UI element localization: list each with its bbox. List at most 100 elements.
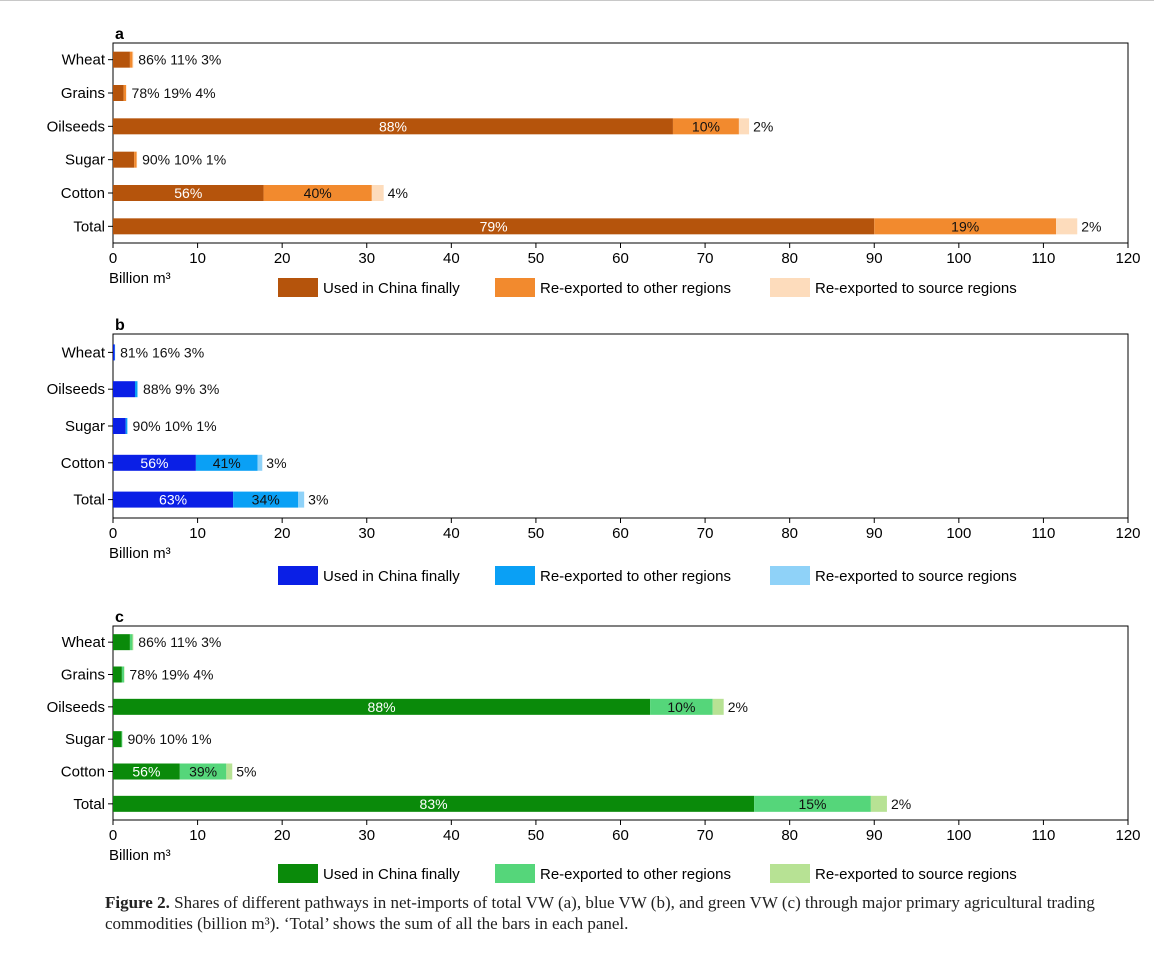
bar-segment [113,344,115,361]
bar-segment [113,85,124,101]
data-label: 2% [891,796,911,812]
bar-segment [113,795,755,812]
x-tick-label: 70 [697,250,714,267]
legend-swatch [278,566,318,585]
panel-c: c 0 10 20 30 40 50 60 70 80 90 100 110 120 Billion m³ W… [47,609,1141,883]
bar-segment [672,118,739,135]
data-label: 86% 11% 3% [138,634,221,650]
bar-segment [179,763,227,780]
bar-segment [113,51,130,68]
data-label: 40% [304,185,332,201]
data-label: 5% [236,764,256,780]
bar-segment [754,795,871,812]
category-label: Grains [61,85,105,102]
bar-segment [129,51,133,68]
category-label: Total [73,796,105,813]
data-label: 90% 10% 1% [127,731,211,747]
bar-segment [129,634,133,651]
legend-swatch [278,278,318,297]
bar-segment [113,218,875,235]
category-label: Cotton [61,185,105,202]
x-tick-label: 20 [274,250,291,267]
bar-segment [113,634,130,651]
legend-label: Used in China finally [323,280,460,297]
x-tick-label: 10 [189,525,206,542]
legend-swatch [770,278,810,297]
bar-segment [113,418,126,434]
data-label: 3% [266,455,286,471]
x-tick-label: 100 [946,525,971,542]
data-label: 34% [252,492,280,508]
bar-segment [371,185,384,201]
panel-letter: a [115,26,124,43]
bar-segment [874,218,1057,235]
data-label: 15% [798,796,826,812]
bar-segment [738,118,750,135]
x-axis-label: Billion m³ [109,847,171,864]
bar-segment [870,795,887,812]
x-tick-label: 90 [866,827,883,844]
bar-segment [650,698,713,715]
x-tick-label: 60 [612,827,629,844]
category-label: Sugar [65,152,105,169]
data-label: 83% [420,796,448,812]
legend-label: Re-exported to other regions [540,280,731,297]
category-label: Sugar [65,731,105,748]
legend-swatch [278,864,318,883]
x-tick-label: 70 [697,525,714,542]
x-tick-label: 60 [612,250,629,267]
x-tick-label: 50 [528,250,545,267]
legend-swatch [495,278,535,297]
x-axis-label: Billion m³ [109,545,171,562]
bar-segment [113,763,180,780]
x-tick-label: 70 [697,827,714,844]
x-tick-label: 80 [781,827,798,844]
bar-segment [113,381,135,398]
data-label: 79% [480,218,508,234]
data-label: 39% [189,764,217,780]
x-tick-label: 90 [866,250,883,267]
data-label: 56% [174,185,202,201]
category-label: Cotton [61,455,105,472]
x-tick-label: 80 [781,525,798,542]
x-tick-label: 40 [443,827,460,844]
legend-label: Used in China finally [323,866,460,883]
x-tick-label: 80 [781,250,798,267]
bar-segment [113,698,651,715]
x-tick-label: 10 [189,827,206,844]
bar-segment [298,491,305,508]
data-label: 2% [1081,218,1101,234]
category-label: Cotton [61,764,105,781]
category-label: Total [73,218,105,235]
x-tick-label: 30 [358,525,375,542]
category-label: Grains [61,667,105,684]
bar-segment [1056,218,1078,235]
legend-label: Re-exported to other regions [540,568,731,585]
x-tick-label: 20 [274,525,291,542]
bar-segment [125,418,128,434]
legend-label: Re-exported to other regions [540,866,731,883]
data-label: 10% [692,118,720,134]
x-tick-label: 120 [1115,827,1140,844]
bar-segment [132,51,134,68]
legend-swatch [495,566,535,585]
category-label: Oilseeds [47,381,105,398]
category-label: Wheat [62,52,106,69]
x-tick-label: 40 [443,525,460,542]
x-tick-label: 100 [946,250,971,267]
x-tick-label: 0 [109,827,117,844]
data-label: 10% [667,699,695,715]
plot-frame [112,333,1129,519]
data-label: 2% [753,118,773,134]
x-tick-label: 110 [1031,250,1055,267]
x-tick-label: 50 [528,827,545,844]
category-label: Sugar [65,418,105,435]
data-label: 88% [368,699,396,715]
x-tick-label: 10 [189,250,206,267]
data-label: 78% 19% 4% [129,667,213,683]
data-label: 4% [388,185,408,201]
data-label: 56% [132,764,160,780]
figure-caption: Figure 2. Shares of different pathways i… [105,892,1135,934]
bar-segment [137,381,139,398]
